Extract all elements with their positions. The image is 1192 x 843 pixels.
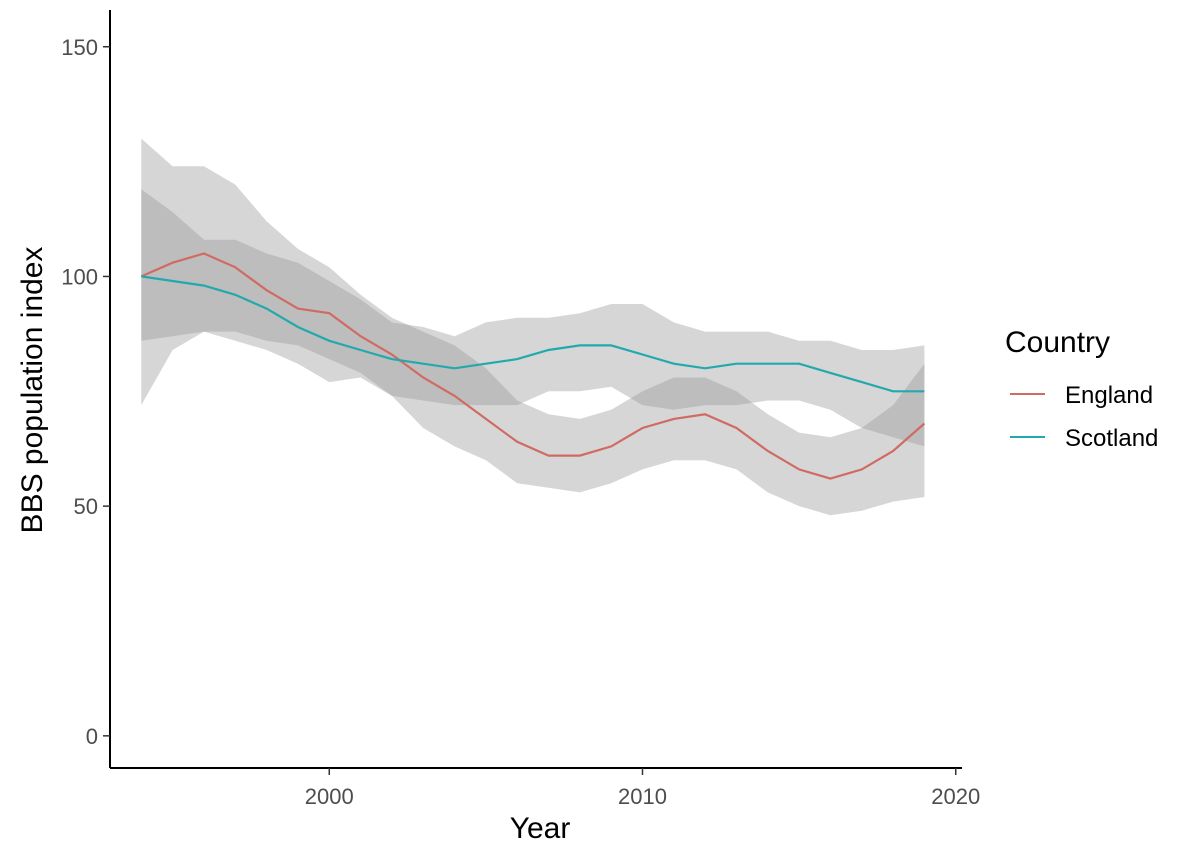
legend: Country England Scotland <box>1005 326 1158 452</box>
x-tick-label: 2010 <box>618 784 667 809</box>
series-line-scotland <box>141 275 925 393</box>
ci-ribbon-england <box>141 138 925 516</box>
series-line-england <box>140 252 926 480</box>
legend-title: Country <box>1005 326 1110 359</box>
ci-ribbon-scotland <box>141 189 925 447</box>
x-axis-title: Year <box>510 812 571 843</box>
series-lines <box>140 252 926 480</box>
legend-label-england: England <box>1065 382 1153 409</box>
legend-label-scotland: Scotland <box>1065 425 1158 452</box>
y-tick-label: 150 <box>61 35 98 60</box>
x-ticks: 2000 2010 2020 <box>305 768 980 809</box>
y-tick-label: 0 <box>86 724 98 749</box>
x-tick-label: 2020 <box>931 784 980 809</box>
y-ticks: 0 50 100 150 <box>61 35 110 749</box>
y-axis-title: BBS population index <box>16 247 49 534</box>
confidence-ribbons <box>141 138 925 516</box>
y-tick-label: 100 <box>61 264 98 289</box>
y-tick-label: 50 <box>74 494 98 519</box>
x-tick-label: 2000 <box>305 784 354 809</box>
